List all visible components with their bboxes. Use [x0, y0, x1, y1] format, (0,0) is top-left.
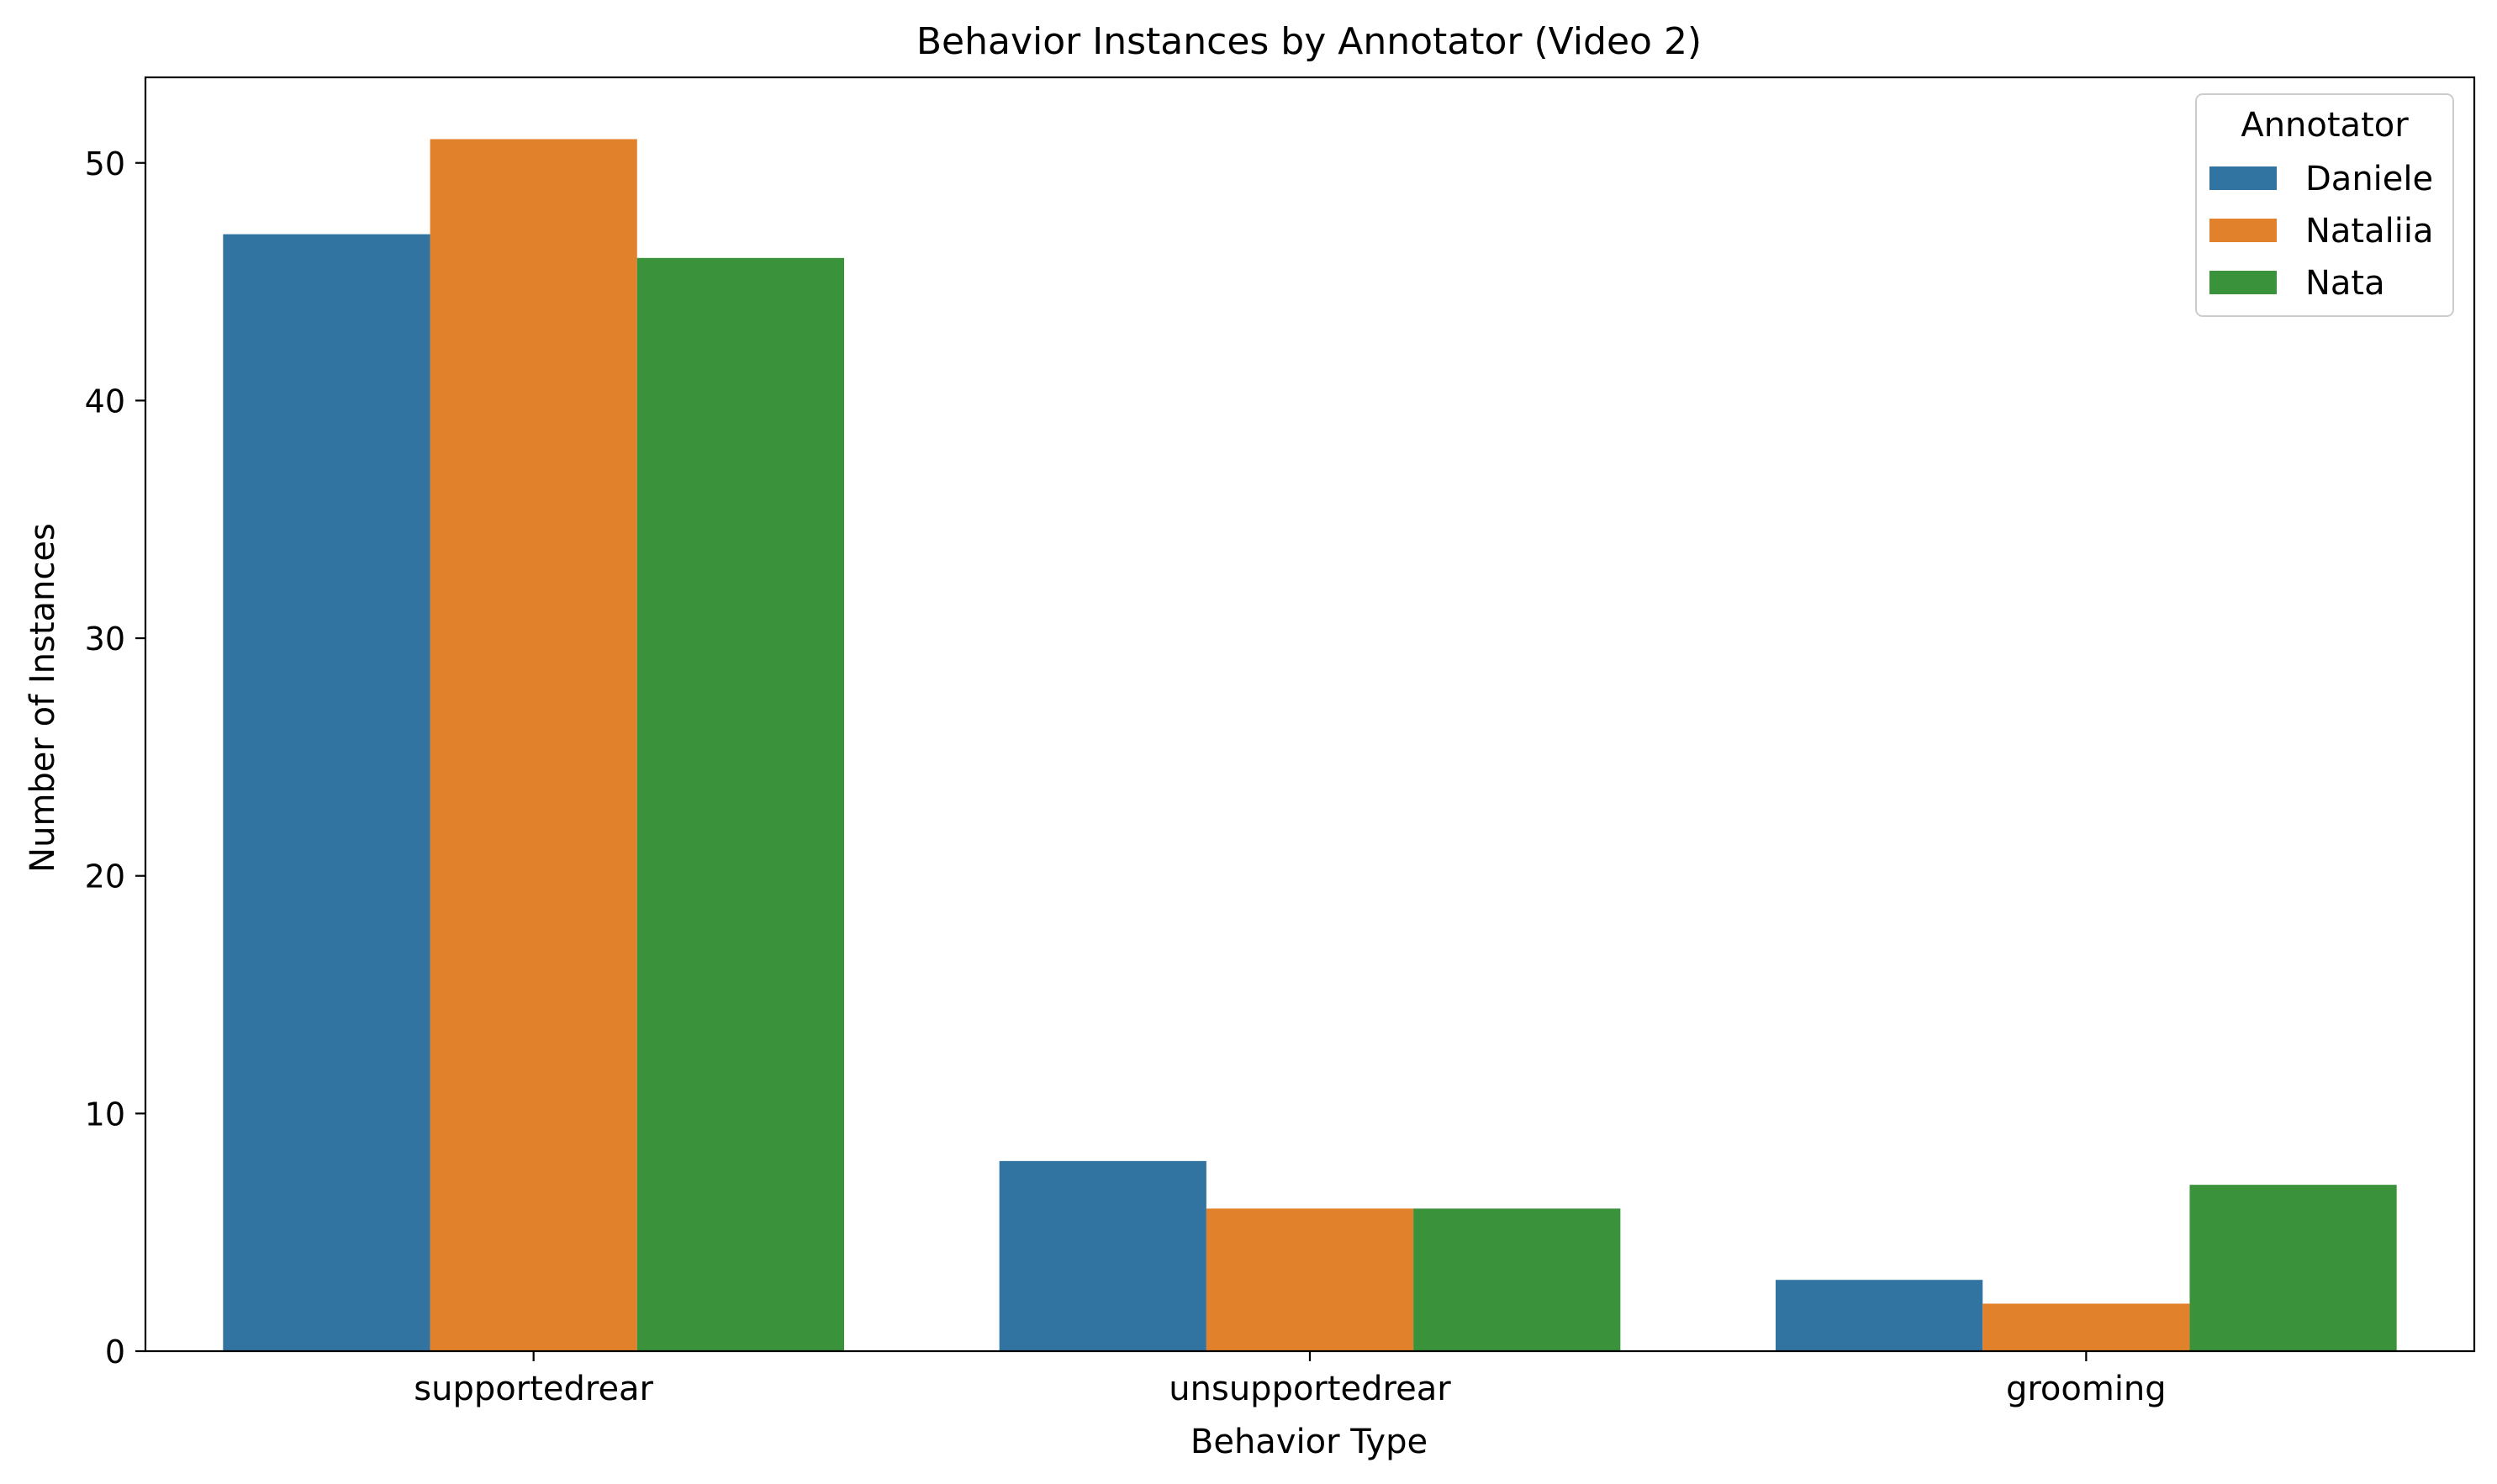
y-tick-label: 20: [85, 858, 125, 895]
bar-nataliia-supportedrear: [430, 139, 637, 1352]
chart-title: Behavior Instances by Annotator (Video 2…: [916, 20, 1702, 63]
bar-nata-unsupportedrear: [1413, 1208, 1621, 1351]
legend-label-nataliia: Nataliia: [2305, 212, 2433, 251]
bar-daniele-supportedrear: [223, 234, 430, 1352]
legend-label-daniele: Daniele: [2305, 160, 2433, 198]
x-tick-label: supportedrear: [414, 1370, 653, 1408]
y-axis-label: Number of Instances: [24, 523, 62, 873]
bar-nataliia-grooming: [1982, 1303, 2190, 1351]
axes-layer: 0 10 20 30 40 50 supportedrear unsupportedrear g…: [85, 76, 2476, 1408]
y-tick-label: 10: [85, 1096, 125, 1133]
legend-swatch-nata: [2209, 271, 2277, 294]
bar-nataliia-unsupportedrear: [1206, 1208, 1414, 1351]
y-tick-label: 40: [85, 383, 125, 420]
legend-label-nata: Nata: [2305, 264, 2385, 303]
legend-swatch-nataliia: [2209, 219, 2277, 242]
legend-title: Annotator: [2241, 106, 2409, 145]
x-axis-label: Behavior Type: [1190, 1423, 1428, 1461]
bars-layer: [223, 139, 2397, 1352]
bar-daniele-grooming: [1776, 1280, 1983, 1351]
x-tick-label: grooming: [2006, 1370, 2167, 1408]
bar-nata-grooming: [2189, 1185, 2397, 1351]
y-tick-label: 30: [85, 621, 125, 658]
legend-box: [2195, 93, 2454, 317]
legend: Annotator Daniele Nataliia Nata: [2195, 93, 2454, 317]
y-tick-label: 50: [85, 145, 125, 182]
bar-daniele-unsupportedrear: [999, 1160, 1206, 1351]
legend-swatch-daniele: [2209, 166, 2277, 190]
y-tick-label: 0: [105, 1333, 125, 1370]
x-tick-label: unsupportedrear: [1169, 1370, 1451, 1408]
bar-nata-supportedrear: [636, 257, 844, 1351]
